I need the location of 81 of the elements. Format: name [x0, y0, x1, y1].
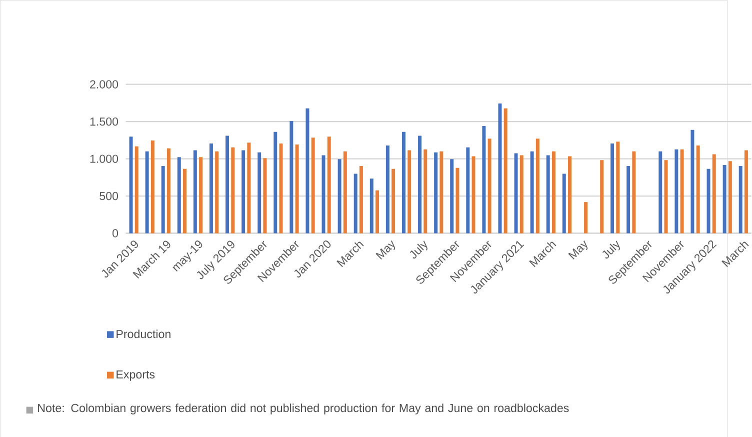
bar — [584, 202, 588, 234]
bar — [295, 144, 299, 234]
bar — [600, 160, 604, 234]
bar — [488, 138, 492, 234]
bar — [738, 166, 742, 234]
y-tick-label: 1.500 — [90, 117, 118, 126]
bar — [166, 148, 170, 234]
bar — [728, 160, 732, 234]
bar — [226, 135, 229, 234]
bar — [376, 190, 379, 234]
bar — [263, 158, 267, 234]
bar — [311, 137, 315, 234]
bar — [456, 168, 460, 234]
bar — [215, 151, 219, 234]
bar — [514, 153, 518, 234]
bar — [370, 178, 374, 234]
bar — [386, 145, 390, 234]
y-tick-label: 1.000 — [90, 154, 118, 163]
bar — [392, 168, 396, 234]
bar — [504, 108, 508, 234]
bar — [177, 156, 181, 234]
bar — [536, 138, 540, 234]
bar — [482, 126, 486, 234]
bar — [354, 174, 358, 234]
bar — [183, 168, 186, 234]
bar — [696, 145, 700, 234]
bar — [434, 152, 438, 234]
bar — [258, 152, 262, 234]
bar — [402, 132, 406, 234]
bar — [616, 141, 620, 234]
bar — [306, 108, 310, 234]
bar — [424, 149, 428, 234]
bar — [658, 151, 662, 234]
bar — [343, 151, 347, 234]
bar — [274, 132, 278, 234]
bar — [134, 146, 138, 234]
bar — [327, 136, 331, 234]
bar — [242, 150, 246, 234]
bar — [626, 166, 630, 234]
bar — [199, 156, 203, 234]
bar — [466, 147, 470, 234]
bar — [706, 168, 710, 234]
bar — [247, 142, 251, 234]
bar — [322, 155, 326, 234]
y-tick-label: 500 — [100, 192, 118, 200]
bar — [546, 155, 550, 234]
bar — [562, 174, 566, 234]
legend-label: Exports — [116, 370, 155, 381]
bar — [450, 158, 454, 234]
bar — [498, 103, 502, 234]
bar — [680, 149, 684, 234]
bar — [359, 166, 363, 234]
bar — [145, 151, 149, 234]
bar — [530, 151, 534, 234]
text: Note: Colombian growers federation did not published production for May and June on roadblockades — [38, 403, 569, 414]
bar — [610, 143, 614, 234]
y-tick-label: 2.000 — [90, 80, 118, 88]
x-tick-label: May — [568, 240, 588, 260]
bar — [568, 156, 572, 234]
bar — [193, 150, 197, 234]
legend-label: Production — [116, 329, 170, 338]
bar — [290, 120, 294, 234]
bar — [744, 150, 748, 234]
bar — [690, 130, 694, 234]
bar — [674, 149, 678, 234]
bar — [722, 164, 726, 234]
x-tick-label: May — [376, 240, 396, 260]
bar — [440, 151, 444, 234]
bar — [161, 166, 165, 234]
bar — [712, 154, 716, 234]
bar — [209, 143, 213, 234]
bar — [408, 150, 412, 234]
bar — [150, 140, 154, 234]
y-tick-label: 0 — [112, 228, 118, 238]
bar — [552, 151, 556, 234]
bar — [520, 155, 524, 234]
bar — [231, 147, 235, 234]
bar — [418, 135, 422, 234]
bar — [632, 151, 636, 234]
bar — [338, 158, 342, 234]
bar — [129, 136, 133, 234]
